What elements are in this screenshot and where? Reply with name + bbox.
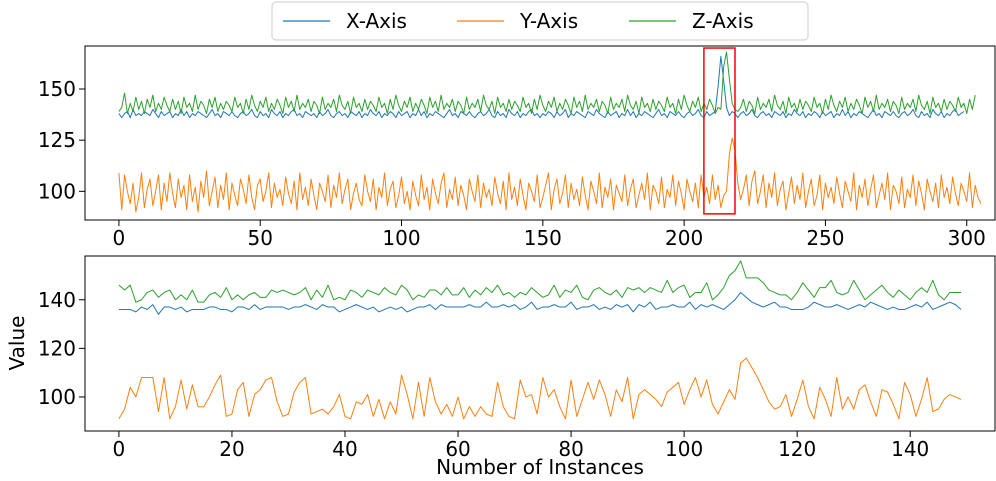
- x-tick-label: 50: [247, 226, 272, 250]
- bottom-panel: 0 20 40 60 80 100 120 140 100 120 140: [38, 255, 996, 461]
- bottom-x-ticks: 0 20 40 60 80 100 120 140: [113, 431, 929, 461]
- legend-label-z-axis: Z-Axis: [692, 9, 754, 33]
- x-tick-label: 120: [778, 437, 816, 461]
- x-tick-label: 20: [219, 437, 244, 461]
- bottom-panel-series: [118, 260, 962, 420]
- series-line-y-axis: [118, 357, 962, 420]
- top-panel: 0 50 100 150 200 250 300 100 125 150: [38, 45, 996, 250]
- legend-frame: [271, 1, 809, 41]
- top-y-ticks: 100 125 150: [38, 77, 85, 203]
- y-tick-label: 120: [38, 336, 76, 360]
- legend-entry-x-axis: X-Axis: [283, 9, 407, 33]
- anomaly-highlight-box: [703, 47, 736, 215]
- x-tick-label: 100: [382, 226, 420, 250]
- legend-label-x-axis: X-Axis: [346, 9, 407, 33]
- series-line-z-axis: [118, 51, 976, 115]
- x-tick-label: 60: [445, 437, 470, 461]
- series-line-y-axis: [118, 137, 982, 213]
- y-tick-label: 100: [38, 179, 76, 203]
- x-tick-label: 150: [524, 226, 562, 250]
- legend-entry-z-axis: Z-Axis: [629, 9, 754, 33]
- bottom-plot-frame: [84, 255, 996, 432]
- x-tick-label: 250: [806, 226, 844, 250]
- y-tick-label: 140: [38, 288, 76, 312]
- x-tick-label: 0: [113, 226, 126, 250]
- top-x-ticks: 0 50 100 150 200 250 300: [113, 220, 986, 250]
- y-tick-label: 150: [38, 77, 76, 101]
- series-line-x-axis: [118, 291, 962, 315]
- x-tick-label: 200: [665, 226, 703, 250]
- x-tick-label: 300: [948, 226, 986, 250]
- bottom-y-ticks: 100 120 140: [38, 288, 85, 409]
- x-tick-label: 140: [891, 437, 929, 461]
- x-tick-label: 100: [665, 437, 703, 461]
- x-tick-label: 80: [558, 437, 583, 461]
- legend: X-Axis Y-Axis Z-Axis: [271, 1, 809, 41]
- legend-label-y-axis: Y-Axis: [519, 9, 578, 33]
- x-axis-label: Number of Instances: [436, 455, 644, 479]
- y-tick-label: 125: [38, 128, 76, 152]
- series-line-z-axis: [118, 260, 962, 303]
- y-axis-label: Value: [5, 316, 29, 371]
- top-panel-series: [118, 51, 982, 213]
- x-tick-label: 0: [113, 437, 126, 461]
- top-plot-frame: [84, 45, 996, 221]
- y-tick-label: 100: [38, 385, 76, 409]
- legend-entry-y-axis: Y-Axis: [457, 9, 578, 33]
- x-tick-label: 40: [332, 437, 357, 461]
